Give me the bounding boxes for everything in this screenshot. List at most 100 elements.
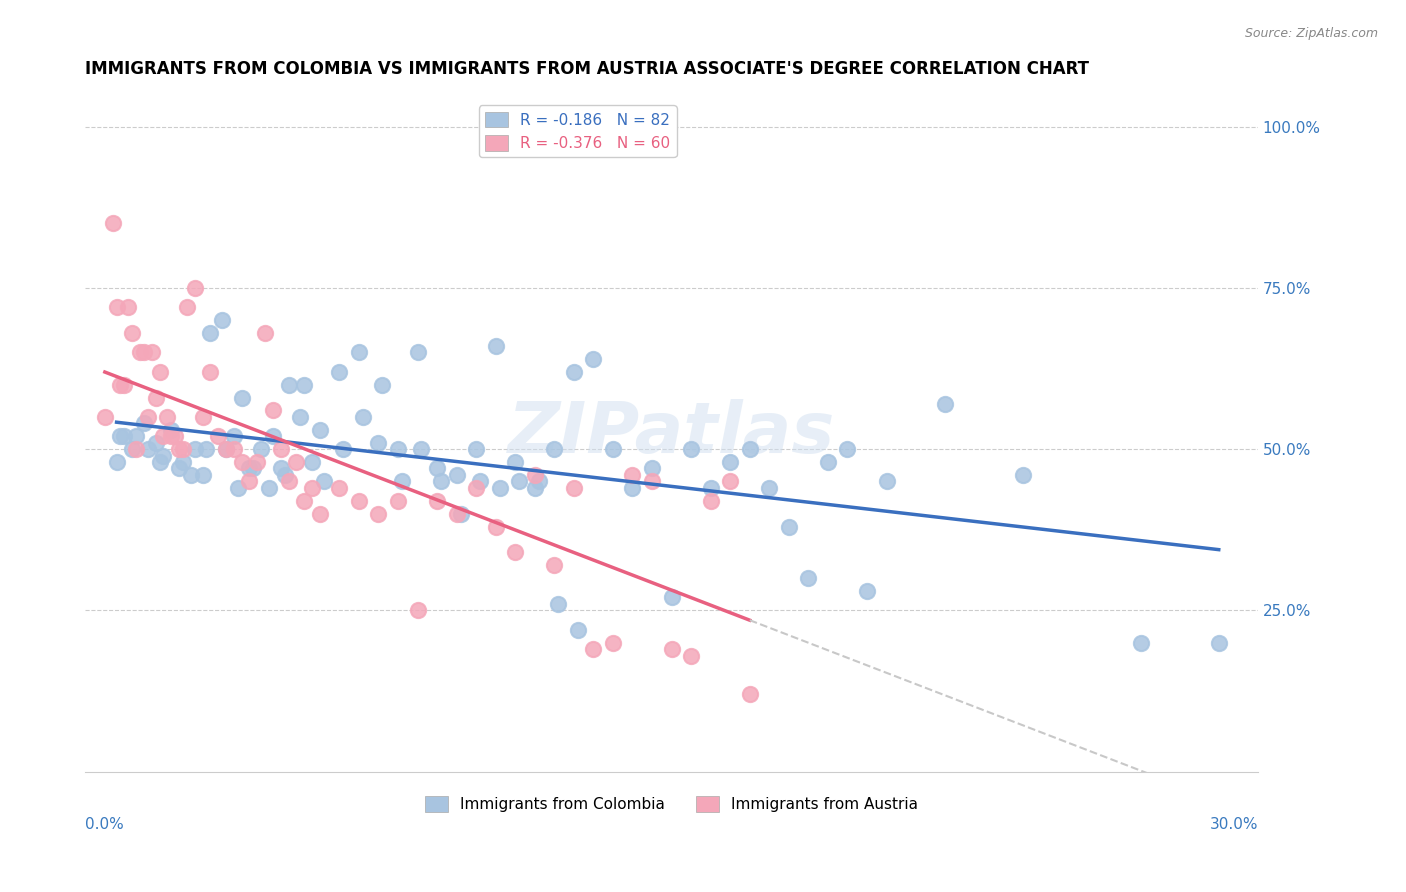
Point bbox=[621, 467, 644, 482]
Point bbox=[270, 461, 292, 475]
Point bbox=[328, 481, 350, 495]
Point bbox=[101, 216, 124, 230]
Text: 30.0%: 30.0% bbox=[1209, 817, 1258, 831]
Point bbox=[718, 455, 741, 469]
Point bbox=[661, 591, 683, 605]
Point bbox=[347, 493, 370, 508]
Point bbox=[681, 442, 703, 457]
Point bbox=[226, 481, 249, 495]
Point bbox=[207, 429, 229, 443]
Point bbox=[141, 345, 163, 359]
Point bbox=[465, 481, 488, 495]
Point bbox=[132, 417, 155, 431]
Point bbox=[582, 642, 605, 657]
Point bbox=[211, 313, 233, 327]
Point bbox=[172, 455, 194, 469]
Point bbox=[121, 326, 143, 340]
Point bbox=[465, 442, 488, 457]
Point bbox=[121, 442, 143, 457]
Point bbox=[215, 442, 238, 457]
Point bbox=[262, 403, 284, 417]
Point bbox=[503, 545, 526, 559]
Point bbox=[508, 475, 530, 489]
Point bbox=[152, 449, 174, 463]
Point bbox=[254, 326, 277, 340]
Point bbox=[391, 475, 413, 489]
Point bbox=[778, 519, 800, 533]
Point bbox=[246, 455, 269, 469]
Point bbox=[277, 377, 299, 392]
Point bbox=[485, 339, 508, 353]
Point bbox=[125, 429, 148, 443]
Point bbox=[231, 391, 253, 405]
Point bbox=[129, 345, 152, 359]
Point bbox=[446, 507, 468, 521]
Point bbox=[184, 442, 207, 457]
Point bbox=[165, 429, 187, 443]
Point bbox=[215, 442, 238, 457]
Point bbox=[285, 455, 308, 469]
Point bbox=[602, 635, 624, 649]
Point bbox=[446, 467, 468, 482]
Point bbox=[184, 281, 207, 295]
Point bbox=[738, 442, 761, 457]
Point bbox=[738, 687, 761, 701]
Point bbox=[112, 377, 135, 392]
Point bbox=[145, 391, 167, 405]
Point bbox=[641, 461, 664, 475]
Point bbox=[488, 481, 510, 495]
Point bbox=[817, 455, 839, 469]
Point bbox=[262, 429, 284, 443]
Point bbox=[797, 571, 820, 585]
Point bbox=[167, 461, 190, 475]
Point bbox=[273, 467, 295, 482]
Point bbox=[176, 300, 198, 314]
Point bbox=[547, 597, 569, 611]
Point bbox=[837, 442, 859, 457]
Point bbox=[136, 409, 159, 424]
Point bbox=[180, 467, 202, 482]
Point bbox=[661, 642, 683, 657]
Point bbox=[582, 351, 605, 366]
Point bbox=[238, 475, 260, 489]
Point bbox=[136, 442, 159, 457]
Point bbox=[308, 507, 330, 521]
Point bbox=[292, 377, 315, 392]
Point bbox=[172, 442, 194, 457]
Point bbox=[257, 481, 280, 495]
Point bbox=[270, 442, 292, 457]
Point bbox=[450, 507, 472, 521]
Point bbox=[699, 493, 721, 508]
Point bbox=[567, 623, 589, 637]
Point bbox=[292, 493, 315, 508]
Text: ZIPatlas: ZIPatlas bbox=[508, 399, 835, 467]
Point bbox=[621, 481, 644, 495]
Point bbox=[387, 442, 409, 457]
Point bbox=[1208, 635, 1230, 649]
Point bbox=[562, 365, 585, 379]
Point bbox=[1129, 635, 1152, 649]
Text: IMMIGRANTS FROM COLOMBIA VS IMMIGRANTS FROM AUSTRIA ASSOCIATE'S DEGREE CORRELATI: IMMIGRANTS FROM COLOMBIA VS IMMIGRANTS F… bbox=[86, 60, 1090, 78]
Point bbox=[132, 345, 155, 359]
Point bbox=[94, 409, 117, 424]
Point bbox=[110, 377, 132, 392]
Point bbox=[523, 481, 546, 495]
Point bbox=[242, 461, 264, 475]
Point bbox=[156, 409, 179, 424]
Point bbox=[167, 442, 190, 457]
Point bbox=[191, 409, 214, 424]
Point bbox=[105, 300, 128, 314]
Point bbox=[352, 409, 374, 424]
Point bbox=[876, 475, 898, 489]
Point bbox=[426, 493, 449, 508]
Point bbox=[371, 377, 394, 392]
Legend: Immigrants from Colombia, Immigrants from Austria: Immigrants from Colombia, Immigrants fro… bbox=[419, 790, 924, 818]
Point bbox=[117, 300, 139, 314]
Point bbox=[160, 423, 183, 437]
Point bbox=[105, 455, 128, 469]
Point bbox=[347, 345, 370, 359]
Point bbox=[160, 429, 183, 443]
Point bbox=[191, 467, 214, 482]
Point bbox=[301, 481, 323, 495]
Point bbox=[148, 365, 170, 379]
